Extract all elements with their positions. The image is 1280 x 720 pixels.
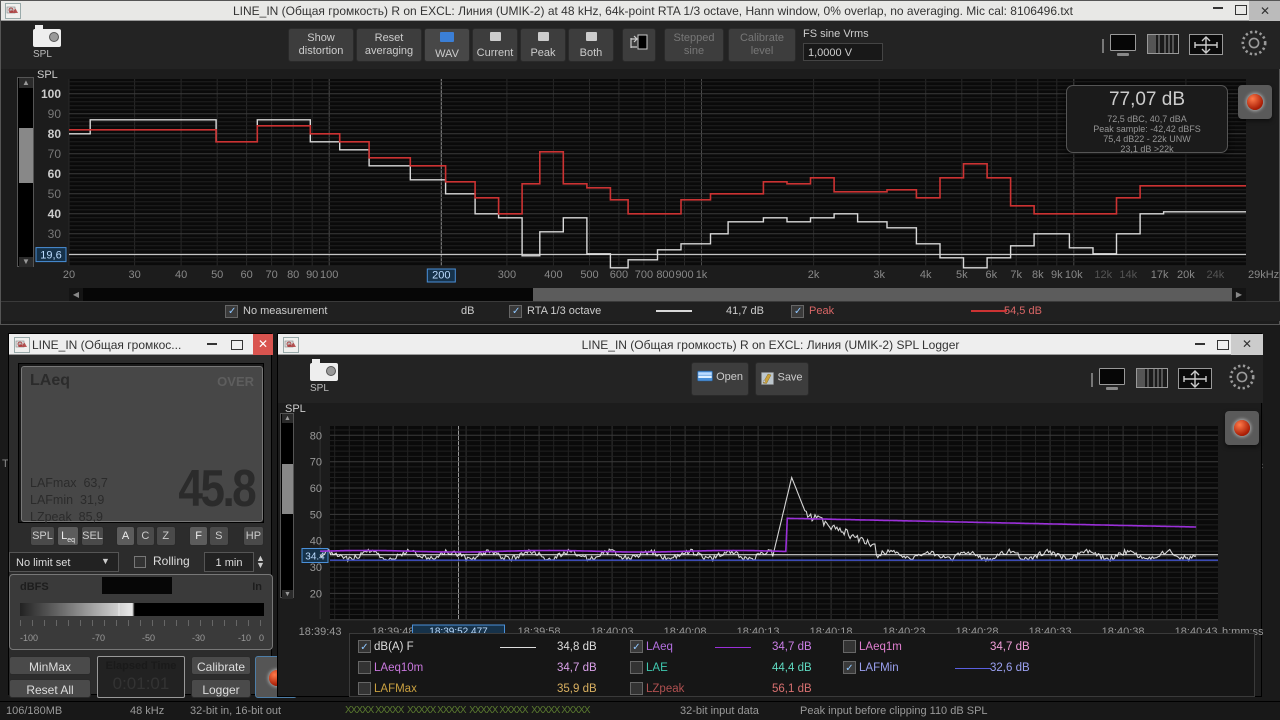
svg-text:700: 700 bbox=[635, 269, 653, 281]
svg-text:30: 30 bbox=[128, 269, 140, 281]
svg-text:10k: 10k bbox=[1065, 269, 1083, 281]
svg-text:50: 50 bbox=[310, 509, 322, 521]
svg-text:50: 50 bbox=[211, 269, 223, 281]
svg-text:60: 60 bbox=[240, 269, 252, 281]
svg-text:20: 20 bbox=[310, 588, 322, 600]
svg-text:600: 600 bbox=[610, 269, 628, 281]
svg-text:6k: 6k bbox=[985, 269, 997, 281]
svg-text:17k: 17k bbox=[1151, 269, 1169, 281]
svg-text:200: 200 bbox=[432, 270, 450, 282]
svg-text:40: 40 bbox=[48, 207, 62, 221]
svg-text:80: 80 bbox=[310, 430, 322, 442]
svg-text:100: 100 bbox=[320, 269, 338, 281]
svg-text:300: 300 bbox=[498, 269, 516, 281]
svg-text:70: 70 bbox=[310, 457, 322, 469]
svg-text:20k: 20k bbox=[1177, 269, 1195, 281]
svg-text:12k: 12k bbox=[1094, 269, 1112, 281]
svg-text:9k: 9k bbox=[1051, 269, 1063, 281]
svg-text:19,6: 19,6 bbox=[40, 250, 61, 262]
svg-text:2k: 2k bbox=[808, 269, 820, 281]
svg-text:7k: 7k bbox=[1010, 269, 1022, 281]
svg-text:1k: 1k bbox=[696, 269, 708, 281]
svg-text:90: 90 bbox=[306, 269, 318, 281]
svg-text:70: 70 bbox=[265, 269, 277, 281]
svg-text:30: 30 bbox=[48, 227, 62, 241]
svg-text:60: 60 bbox=[310, 483, 322, 495]
svg-text:70: 70 bbox=[48, 147, 62, 161]
svg-text:18:39:43: 18:39:43 bbox=[299, 626, 342, 638]
svg-text:800: 800 bbox=[656, 269, 674, 281]
svg-text:40: 40 bbox=[310, 536, 322, 548]
svg-text:50: 50 bbox=[48, 187, 62, 201]
svg-text:500: 500 bbox=[580, 269, 598, 281]
svg-text:80: 80 bbox=[48, 127, 62, 141]
svg-text:8k: 8k bbox=[1032, 269, 1044, 281]
svg-text:20: 20 bbox=[63, 269, 75, 281]
svg-text:14k: 14k bbox=[1119, 269, 1137, 281]
svg-text:400: 400 bbox=[544, 269, 562, 281]
svg-text:90: 90 bbox=[48, 107, 62, 121]
svg-text:3k: 3k bbox=[873, 269, 885, 281]
svg-text:80: 80 bbox=[287, 269, 299, 281]
svg-text:40: 40 bbox=[175, 269, 187, 281]
svg-text:900: 900 bbox=[675, 269, 693, 281]
svg-text:100: 100 bbox=[41, 87, 61, 101]
svg-text:29kHz: 29kHz bbox=[1248, 269, 1279, 281]
svg-text:4k: 4k bbox=[920, 269, 932, 281]
svg-text:60: 60 bbox=[48, 167, 62, 181]
svg-text:5k: 5k bbox=[956, 269, 968, 281]
svg-text:24k: 24k bbox=[1207, 269, 1225, 281]
svg-text:30: 30 bbox=[310, 562, 322, 574]
